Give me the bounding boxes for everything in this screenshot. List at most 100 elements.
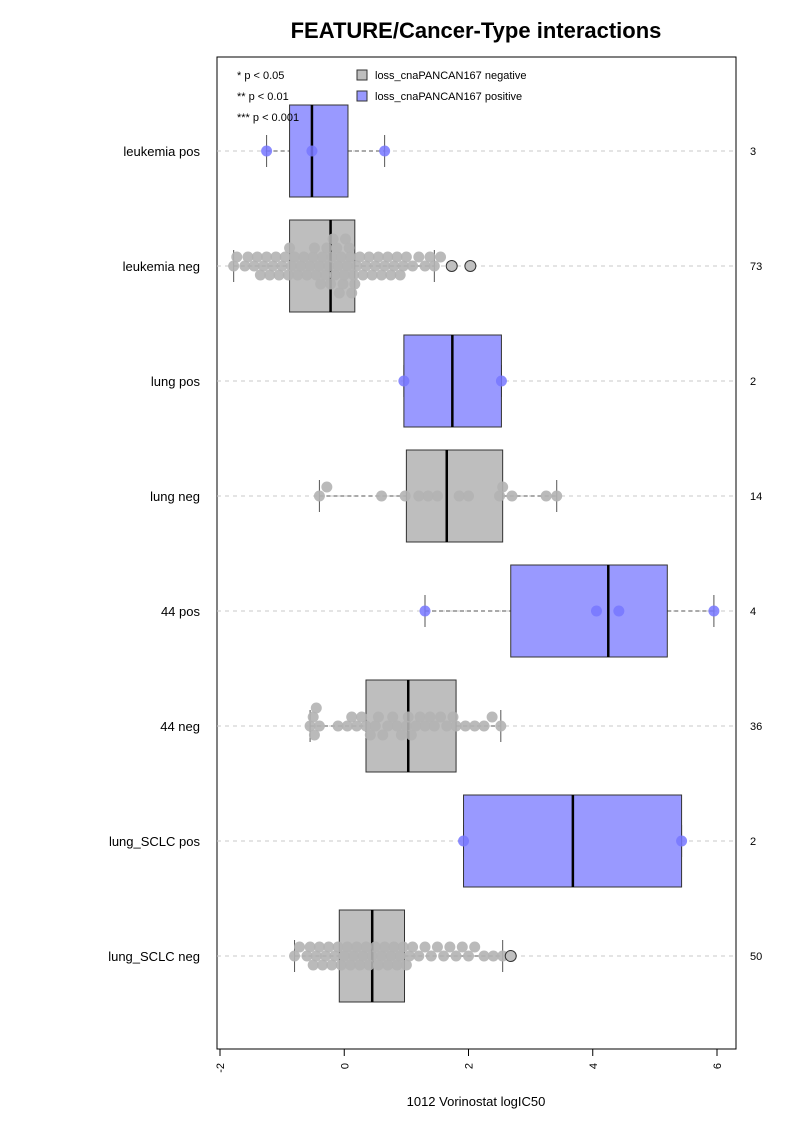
point-lung-neg bbox=[494, 490, 506, 502]
point-leukemia-neg bbox=[284, 242, 296, 254]
point-44-neg bbox=[364, 729, 376, 741]
point-44-neg bbox=[405, 729, 417, 741]
point-44-pos bbox=[613, 605, 625, 617]
point-44-neg bbox=[377, 729, 389, 741]
point-leukemia-pos bbox=[261, 145, 273, 157]
point-lung-sclc-neg bbox=[391, 959, 403, 971]
point-44-neg bbox=[351, 720, 363, 732]
point-44-pos bbox=[419, 605, 431, 617]
point-leukemia-neg bbox=[363, 251, 375, 263]
point-lung-sclc-neg bbox=[379, 941, 391, 953]
point-lung-sclc-neg bbox=[413, 950, 425, 962]
point-44-neg bbox=[332, 720, 344, 732]
point-lung-sclc-neg bbox=[307, 959, 319, 971]
point-lung-neg bbox=[313, 490, 325, 502]
point-lung-sclc-neg bbox=[301, 950, 313, 962]
point-lung-sclc-neg bbox=[369, 941, 381, 953]
point-44-neg bbox=[478, 720, 490, 732]
group-label-leukemia-neg: leukemia neg bbox=[123, 259, 200, 274]
point-leukemia-neg bbox=[292, 269, 304, 281]
point-lung-sclc-neg bbox=[376, 950, 388, 962]
point-lung-pos bbox=[495, 375, 507, 387]
box-layer bbox=[233, 104, 715, 1003]
point-leukemia-neg bbox=[315, 278, 327, 290]
plot-frame bbox=[216, 56, 737, 1050]
point-leukemia-neg bbox=[321, 242, 333, 254]
legend-label: loss_cnaPANCAN167 positive bbox=[375, 91, 522, 103]
point-lung-sclc-neg bbox=[372, 959, 384, 971]
point-leukemia-neg bbox=[257, 260, 269, 272]
point-leukemia-neg bbox=[385, 269, 397, 281]
point-44-neg bbox=[372, 711, 384, 723]
point-lung-sclc-neg bbox=[363, 959, 375, 971]
chart-title: FEATURE/Cancer-Type interactions bbox=[291, 18, 662, 43]
point-leukemia-neg bbox=[313, 260, 325, 272]
point-lung-sclc-neg bbox=[294, 941, 306, 953]
point-lung-sclc-neg bbox=[444, 941, 456, 953]
point-leukemia-neg bbox=[413, 251, 425, 263]
label-layer: leukemia pos 3 leukemia neg 73 lung pos 2 lung… bbox=[108, 144, 762, 964]
point-lung-neg bbox=[399, 490, 411, 502]
point-lung-sclc-neg bbox=[487, 950, 499, 962]
point-leukemia-neg bbox=[242, 251, 254, 263]
point-44-neg bbox=[495, 720, 507, 732]
point-44-neg bbox=[435, 711, 447, 723]
point-leukemia-neg bbox=[343, 242, 355, 254]
point-lung-sclc-neg bbox=[351, 941, 363, 953]
group-label-lung-pos: lung pos bbox=[151, 374, 201, 389]
group-label-44-neg: 44 neg bbox=[160, 719, 200, 734]
point-leukemia-neg bbox=[261, 251, 273, 263]
point-leukemia-neg bbox=[331, 242, 343, 254]
point-leukemia-neg bbox=[379, 260, 391, 272]
point-lung-sclc-neg bbox=[323, 941, 335, 953]
point-leukemia-neg bbox=[376, 269, 388, 281]
point-lung-sclc-neg bbox=[438, 950, 450, 962]
point-leukemia-neg bbox=[348, 269, 360, 281]
point-leukemia-neg bbox=[424, 251, 436, 263]
point-44-neg bbox=[441, 720, 453, 732]
point-leukemia-neg bbox=[285, 260, 297, 272]
point-44-neg bbox=[400, 720, 412, 732]
point-lung-sclc-neg bbox=[425, 950, 437, 962]
group-count-lung-sclc-neg: 50 bbox=[750, 951, 762, 963]
point-lung-sclc-neg bbox=[332, 941, 344, 953]
point-44-neg bbox=[447, 711, 459, 723]
point-leukemia-neg bbox=[327, 233, 339, 245]
point-leukemia-neg bbox=[301, 269, 313, 281]
point-44-pos bbox=[590, 605, 602, 617]
point-lung-sclc-neg bbox=[463, 950, 474, 962]
point-leukemia-neg bbox=[317, 251, 329, 263]
point-leukemia-neg bbox=[289, 251, 301, 263]
group-count-leukemia-pos: 3 bbox=[750, 146, 756, 158]
point-lung-sclc-neg bbox=[431, 941, 443, 953]
point-lung-sclc-neg bbox=[450, 950, 462, 962]
x-tick-label: 4 bbox=[588, 1063, 600, 1069]
outlier-leukemia-neg bbox=[445, 260, 458, 272]
point-leukemia-neg bbox=[369, 260, 381, 272]
point-leukemia-neg bbox=[337, 278, 349, 290]
point-lung-sclc-neg bbox=[320, 950, 332, 962]
point-lung-sclc-neg bbox=[357, 950, 369, 962]
legend: * p < 0.05 ** p < 0.01 *** p < 0.001 loss_c… bbox=[237, 69, 526, 124]
legend-swatch bbox=[356, 90, 368, 102]
point-lung-sclc-neg bbox=[335, 959, 347, 971]
point-lung-sclc-neg bbox=[313, 941, 325, 953]
point-lung-sclc-neg bbox=[326, 959, 338, 971]
box-leukemia-pos bbox=[289, 104, 349, 198]
point-leukemia-neg bbox=[310, 269, 322, 281]
point-leukemia-neg bbox=[394, 269, 406, 281]
point-leukemia-neg bbox=[326, 251, 338, 263]
point-lung-sclc-neg bbox=[289, 950, 301, 962]
point-44-neg bbox=[308, 729, 320, 741]
point-lung-sclc-neg bbox=[400, 959, 412, 971]
x-tick-label: 6 bbox=[712, 1063, 724, 1069]
point-leukemia-neg bbox=[333, 287, 345, 299]
point-leukemia-neg bbox=[304, 260, 316, 272]
point-lung-sclc-neg bbox=[348, 950, 360, 962]
point-44-neg bbox=[450, 720, 462, 732]
point-lung-sclc-neg bbox=[354, 959, 366, 971]
point-44-neg bbox=[313, 720, 325, 732]
point-leukemia-neg bbox=[344, 251, 356, 263]
point-leukemia-neg bbox=[320, 269, 332, 281]
point-lung-sclc-neg bbox=[360, 941, 372, 953]
